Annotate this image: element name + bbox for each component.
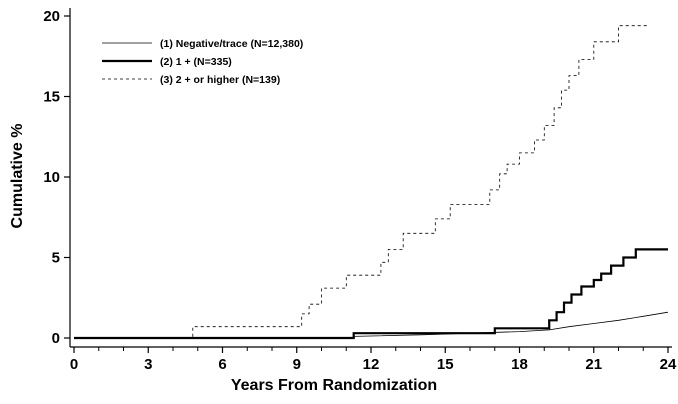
x-tick-label: 9 xyxy=(293,356,301,373)
y-ticks: 0 5 10 15 20 xyxy=(43,8,70,347)
y-axis-title: Cumulative % xyxy=(9,124,26,229)
legend: (1) Negative/trace (N=12,380) (2) 1 + (N… xyxy=(102,38,303,86)
x-tick-label: 3 xyxy=(144,356,152,373)
legend-label-series-1: (1) Negative/trace (N=12,380) xyxy=(160,38,303,50)
x-tick-label: 21 xyxy=(585,356,602,373)
x-ticks: 0 3 6 9 12 15 18 21 24 xyxy=(70,347,677,373)
y-tick-label: 0 xyxy=(52,330,60,347)
x-tick-label: 6 xyxy=(218,356,226,373)
plot-area: 0 3 6 9 12 15 18 21 24 0 5 10 15 20 xyxy=(43,8,677,373)
legend-label-series-3: (3) 2 + or higher (N=139) xyxy=(160,74,280,86)
legend-label-series-2: (2) 1 + (N=335) xyxy=(160,56,232,68)
x-axis-title: Years From Randomization xyxy=(231,377,437,394)
y-tick-label: 20 xyxy=(43,8,60,25)
x-tick-label: 15 xyxy=(437,356,454,373)
x-tick-label: 18 xyxy=(511,356,528,373)
series-line-3 xyxy=(74,25,649,339)
series-line-2 xyxy=(74,248,668,340)
y-tick-label: 10 xyxy=(43,169,60,186)
series-layer xyxy=(74,25,669,340)
x-tick-label: 24 xyxy=(660,356,677,373)
y-tick-label: 5 xyxy=(52,250,60,267)
y-tick-label: 15 xyxy=(43,89,60,106)
x-tick-label: 12 xyxy=(363,356,380,373)
x-tick-label: 0 xyxy=(70,356,78,373)
